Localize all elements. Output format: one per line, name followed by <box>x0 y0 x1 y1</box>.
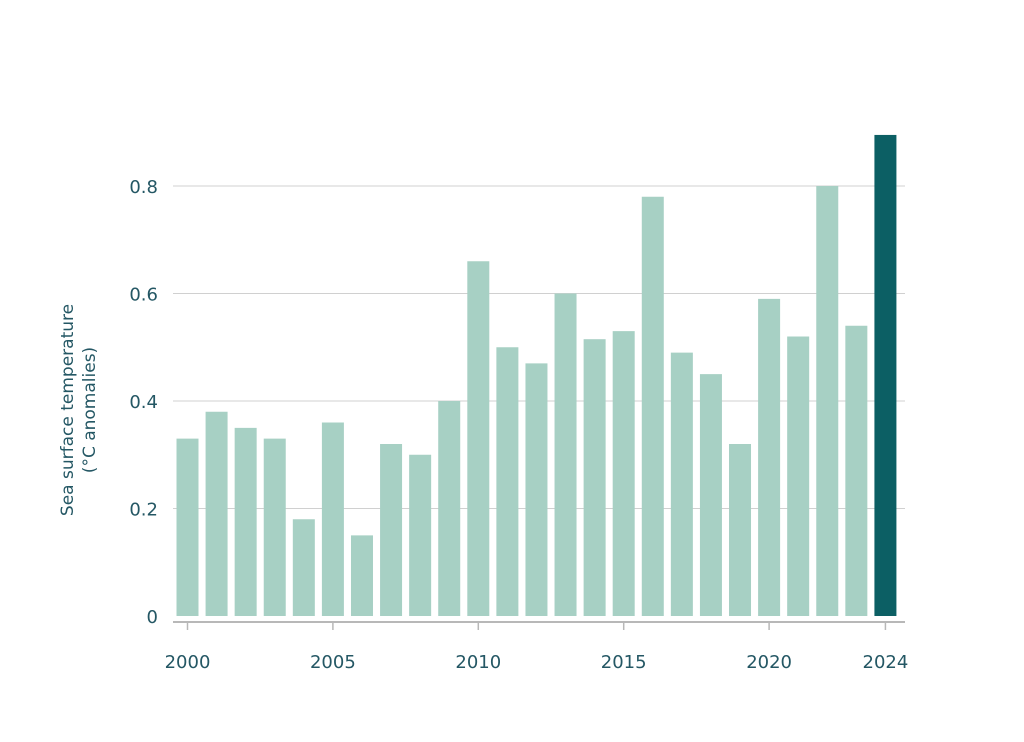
y-axis-ticks: 0 0.2 0.4 0.6 0.8 <box>129 177 158 628</box>
bar-2006 <box>350 535 373 616</box>
y-tick-label: 0 <box>147 607 158 628</box>
x-axis-ticks: 2000 2005 2010 2015 2020 2024 <box>165 622 909 673</box>
y-tick-label: 0.2 <box>129 500 158 521</box>
bar-2002 <box>234 427 257 616</box>
bars <box>176 134 897 616</box>
x-tick-label: 2020 <box>746 652 792 673</box>
bar-2009 <box>438 401 461 616</box>
bar-2005 <box>321 422 344 616</box>
bar-2022 <box>816 186 839 616</box>
x-tick-label: 2015 <box>601 652 647 673</box>
bar-2000 <box>176 438 199 616</box>
bar-2021 <box>787 336 810 616</box>
bar-2018 <box>699 374 722 616</box>
bar-2010 <box>467 261 490 616</box>
y-axis-label-unit: (°C anomalies) <box>80 347 100 473</box>
bar-2012 <box>525 363 548 616</box>
y-tick-label: 0.8 <box>129 177 158 198</box>
bar-2004 <box>292 519 315 616</box>
bar-2013 <box>554 293 577 616</box>
bar-2019 <box>729 444 752 616</box>
bar-2011 <box>496 347 519 616</box>
bar-2023 <box>845 325 868 616</box>
x-tick-label: 2000 <box>165 652 211 673</box>
bar-2001 <box>205 411 228 616</box>
y-axis-label: Sea surface temperature <box>58 304 78 516</box>
x-tick-label: 2024 <box>863 652 909 673</box>
bar-2024 <box>874 134 897 616</box>
bar-2015 <box>612 331 635 616</box>
x-tick-label: 2010 <box>455 652 501 673</box>
bar-2008 <box>409 454 432 616</box>
bar-2017 <box>670 352 693 616</box>
bar-2014 <box>583 339 606 616</box>
x-tick-label: 2005 <box>310 652 356 673</box>
bar-2016 <box>641 196 664 616</box>
bar-2020 <box>758 298 781 616</box>
y-tick-label: 0.4 <box>129 392 158 413</box>
bar-2003 <box>263 438 286 616</box>
bar-2007 <box>380 444 403 616</box>
y-tick-label: 0.6 <box>129 285 158 306</box>
